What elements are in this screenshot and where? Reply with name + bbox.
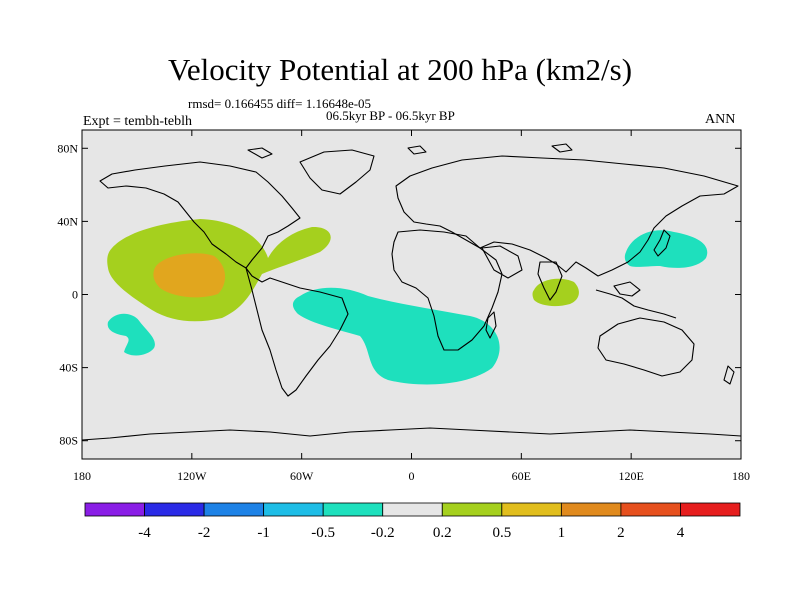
lat-tick-label: 40N: [57, 214, 78, 228]
latitude-axis: 80N 40N 0 40S 80S: [57, 141, 741, 448]
colorbar-swatch: [203, 502, 265, 517]
colorbar-label: 2: [617, 525, 625, 541]
colorbar-label: -4: [138, 525, 151, 541]
experiment-label: Expt = tembh-teblh: [83, 114, 192, 129]
lat-tick-label: 40S: [59, 361, 78, 375]
chart-title: Velocity Potential at 200 hPa (km2/s): [167, 52, 633, 87]
lat-tick-label: 80N: [57, 141, 78, 155]
period-label: 06.5kyr BP - 06.5kyr BP: [326, 108, 455, 123]
lon-tick-label: 0: [409, 469, 415, 483]
anomaly-south-atlantic-negative: [292, 287, 500, 385]
lon-tick-label: 180: [732, 469, 750, 483]
colorbar-label: 0.5: [492, 525, 511, 541]
colorbar-label: 1: [558, 525, 566, 541]
colorbar-swatch: [84, 502, 145, 517]
colorbar-swatch: [560, 502, 622, 517]
lat-tick-label: 0: [72, 288, 78, 302]
rmsd-label: rmsd= 0.166455: [188, 96, 274, 111]
colorbar-label: -0.2: [371, 525, 395, 541]
lon-tick-label: 120W: [177, 469, 207, 483]
colorbar-label: -0.5: [311, 525, 335, 541]
longitude-axis: 180 120W 60W 0 60E 120E 180: [73, 130, 750, 483]
lon-tick-label: 60W: [290, 469, 314, 483]
colorbar: -4 -2 -1 -0.5 -0.2 0.2 0.5 1 2 4: [84, 502, 741, 541]
anomaly-contours: [107, 219, 708, 385]
lon-tick-label: 60E: [512, 469, 531, 483]
colorbar-swatch: [382, 502, 443, 517]
colorbar-label: 0.2: [433, 525, 452, 541]
colorbar-label: 4: [677, 525, 685, 541]
coastlines: [81, 143, 742, 441]
diff-label: diff= 1.16648e-05: [276, 96, 372, 111]
anomaly-south-pacific-negative: [107, 313, 155, 356]
lon-tick-label: 120E: [618, 469, 643, 483]
colorbar-swatch: [441, 502, 503, 517]
anomaly-central-pacific-core: [153, 253, 226, 298]
rmsd-diff-stats: rmsd= 0.166455 diff= 1.16648e-05: [188, 96, 371, 112]
colorbar-swatch: [501, 502, 562, 517]
colorbar-swatch: [263, 502, 324, 517]
lon-tick-label: 180: [73, 469, 91, 483]
colorbar-label: -1: [257, 525, 270, 541]
season-label: ANN: [705, 112, 736, 127]
lat-tick-label: 80S: [59, 434, 78, 448]
colorbar-swatch: [620, 502, 681, 517]
colorbar-swatch: [144, 502, 205, 517]
colorbar-label: -2: [198, 525, 211, 541]
colorbar-swatch: [680, 502, 741, 517]
anomaly-west-pacific-negative: [624, 230, 708, 268]
colorbar-swatch: [322, 502, 384, 517]
